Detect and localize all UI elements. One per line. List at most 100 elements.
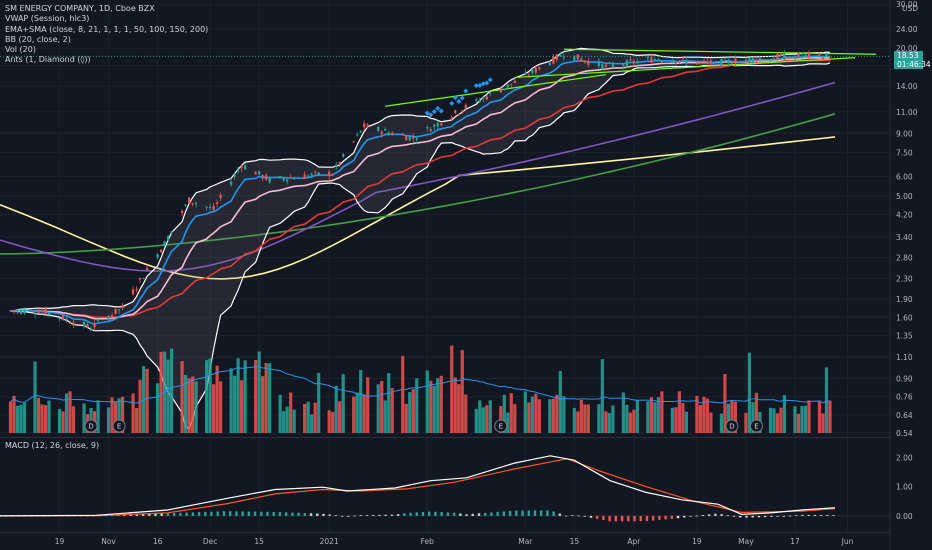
macd-hist-bar: [502, 511, 506, 516]
candle-body: [524, 72, 527, 75]
candle-body: [166, 236, 170, 241]
grid-lines: [0, 0, 890, 532]
candle-body: [653, 59, 656, 61]
volume-bar: [551, 398, 555, 433]
legend-title[interactable]: SM ENERGY COMPANY, 1D, Cboe BZX: [5, 4, 155, 13]
volume-bar: [625, 404, 629, 433]
macd-hist-bar: [434, 511, 437, 516]
ant-diamond: [456, 98, 462, 104]
volume-bar: [768, 407, 773, 433]
legend-emasma[interactable]: EMA+SMA (close, 8, 21, 1, 1, 1, 50, 100,…: [5, 24, 209, 34]
candle-body: [205, 206, 208, 208]
candle-body: [559, 54, 562, 57]
candle-body: [377, 126, 380, 131]
volume-bar: [268, 363, 272, 433]
candle-body: [625, 60, 628, 68]
macd-legend[interactable]: MACD (12, 26, close, 9): [5, 441, 100, 450]
ant-diamond: [480, 81, 486, 87]
macd-hist-bar: [235, 511, 238, 516]
macd-hist-bar: [179, 512, 182, 516]
candle-body: [650, 57, 653, 63]
volume-bar: [240, 380, 244, 433]
candle-body: [828, 57, 832, 60]
macd-hist-bar: [452, 512, 456, 516]
macd-hist-bar: [123, 514, 126, 516]
price-tick-label: 5.00: [896, 192, 913, 201]
macd-hist-bar: [739, 515, 742, 518]
time-tick-label: Feb: [421, 537, 435, 546]
candle-body: [261, 175, 264, 179]
macd-hist-bar: [390, 514, 394, 516]
candle-body: [19, 309, 23, 315]
macd-hist-bar: [477, 513, 481, 516]
ant-diamond: [473, 83, 479, 89]
macd-hist-bar: [353, 515, 356, 517]
bollinger-band-fill: [10, 48, 830, 429]
volume-bar: [460, 350, 464, 433]
ant-diamond: [428, 112, 434, 118]
macd-hist-bar: [533, 510, 537, 516]
candle-body: [405, 136, 408, 141]
legend: SM ENERGY COMPANY, 1D, Cboe BZX VWAP (Se…: [5, 4, 208, 66]
volume-bar: [355, 392, 359, 433]
price-tick-label: 1.90: [896, 295, 913, 304]
candle-body: [117, 309, 121, 311]
price-tick-label: 9.00: [896, 129, 913, 138]
volume-bar: [117, 398, 121, 433]
legend-ants[interactable]: Ants (1, Diamond (◊)): [5, 55, 91, 65]
candle-body: [240, 165, 243, 169]
legend-vwap[interactable]: VWAP (Session, hlc3): [5, 14, 90, 24]
price-tick-label: 2.80: [896, 254, 913, 263]
candle-body: [335, 164, 338, 167]
price-tick-label: 1.60: [896, 313, 913, 322]
price-tick-label: 24.00: [896, 25, 918, 34]
candle-body: [415, 138, 418, 140]
candle-body: [279, 175, 282, 179]
volume-bar: [404, 403, 408, 433]
candle-body: [219, 194, 222, 198]
bar-countdown: 01:46:34: [897, 60, 931, 69]
volume-bar: [744, 412, 748, 433]
candle-body: [258, 170, 261, 175]
volume-bar: [485, 405, 489, 433]
volume-bar: [113, 402, 118, 433]
volume-bar: [194, 381, 198, 433]
candle-body: [821, 57, 825, 60]
candle-body: [303, 174, 306, 179]
legend-bb[interactable]: BB (20, close, 2): [5, 34, 71, 44]
candle-body: [657, 59, 660, 61]
ant-diamond: [424, 110, 430, 116]
ant-diamond: [449, 100, 455, 106]
macd-hist-bar: [645, 515, 649, 522]
candle-body: [387, 132, 390, 135]
volume-bar: [96, 400, 100, 433]
volume-bar: [534, 393, 538, 433]
time-tick-label: 15: [254, 537, 264, 546]
candle-body: [289, 177, 292, 179]
volume-bar: [632, 409, 636, 433]
volume-bar: [527, 402, 531, 433]
legend-vol[interactable]: Vol (20): [5, 45, 36, 55]
volume-bar: [362, 394, 366, 433]
macd-hist-bar: [602, 515, 605, 521]
volume-bar: [366, 377, 370, 433]
volume-bar: [607, 413, 611, 433]
macd-hist-bar: [253, 511, 257, 516]
time-tick-label: Apr: [627, 537, 641, 546]
volume-bar: [15, 405, 20, 433]
ema8-line: [10, 55, 831, 325]
macd-hist-bar: [340, 515, 344, 517]
candle-body: [601, 64, 604, 70]
volume-bar: [681, 402, 685, 433]
candle-body: [65, 318, 68, 321]
volume-bar: [390, 388, 394, 433]
volume-bar: [233, 375, 237, 433]
candle-body: [412, 136, 415, 139]
volume-bar: [555, 394, 559, 433]
macd-hist-bar: [726, 515, 730, 517]
candle-body: [328, 171, 331, 177]
macd-hist-bar: [141, 514, 145, 516]
volume-ma-line: [10, 366, 830, 404]
macd-hist-bar: [322, 513, 325, 516]
